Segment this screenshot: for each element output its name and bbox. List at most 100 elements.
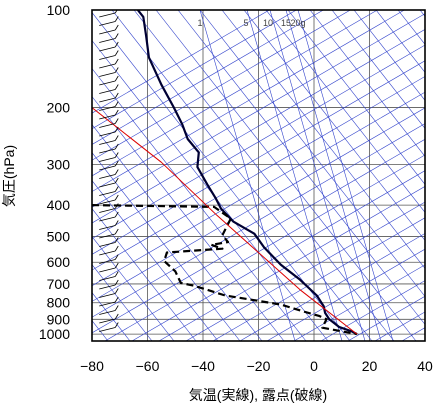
y-tick-label: 1000 [39,326,70,342]
wind-barb [99,191,116,196]
wind-barb [99,284,116,290]
wind-barb-flag [114,92,119,99]
isotherm-line [92,76,425,271]
x-tick-labels: −80 −60 −40 −20 0 20 40 [80,358,433,374]
wind-barb [99,63,116,69]
wind-barb-flag [114,58,119,65]
wind-barb [99,199,116,205]
wind-barbs [99,10,119,332]
isotherm-line [92,10,324,145]
mixing-ratio-line [297,10,394,341]
isotherm-line [92,123,425,318]
wind-barb-flag [114,211,119,218]
wind-barb [99,327,116,332]
wind-barb [99,242,116,247]
wind-barb-flag [114,109,119,116]
isotherm-line [92,107,425,302]
mixing-ratio-line [285,10,382,341]
mixing-ratio-label: 1 [197,18,202,28]
wind-barb-flag [114,169,119,175]
wind-barb [99,148,116,154]
adiabat-line [353,10,425,101]
adiabat-line [92,124,263,341]
y-tick-label: 600 [47,254,71,270]
adiabat-line [309,10,425,157]
wind-barb [99,174,116,179]
isotherm-line [266,248,425,341]
wind-barb-flag [114,160,119,167]
x-axis-label: 気温(実線), 露点(破線) [189,387,327,403]
y-tick-label: 800 [47,295,71,311]
isotherm-line [92,91,425,287]
adiabat-line [199,10,425,297]
wind-barb-flag [114,305,119,311]
adiabat-line [331,10,425,129]
wind-barb-flag [114,254,119,260]
wind-barb [99,250,116,256]
isotherm-line [239,233,425,341]
wind-barb-flag [114,322,119,328]
wind-barb-flag [114,24,119,31]
adiabat-line [92,40,329,341]
adiabat-line [92,264,153,341]
isotherm-line [429,10,435,341]
mixing-ratio-labels: 1 5 10 15 20g [197,18,305,28]
wind-barb [99,89,116,94]
isotherm-line [92,10,270,114]
wind-barb-flag [114,33,119,39]
adiabat-line [92,180,219,341]
wind-barb-flag [114,245,119,252]
plot-frame [91,9,426,342]
wind-barb-flag [114,16,119,22]
isotherm-line [104,154,425,341]
isotherm-line [92,60,425,255]
adiabat-line [265,10,425,213]
adiabat-line [92,236,175,341]
wind-barb-flag [114,152,119,158]
wind-barb-flag [114,67,119,73]
adiabat-line [111,10,373,341]
y-tick-label: 400 [47,197,71,213]
wind-barb [99,165,116,171]
wind-barb [99,29,116,35]
adiabat-line [155,10,417,341]
wind-barb-flag [114,271,119,277]
series-line-3 [92,107,358,335]
x-tick-label: −40 [191,358,215,374]
isotherm-line [92,44,425,240]
isotherm-line [185,201,425,341]
x-tick-label: 20 [362,358,378,374]
wind-barb [99,12,116,18]
wind-barb [99,318,116,324]
wind-barb-flag [114,126,119,133]
wind-barb [99,216,116,222]
wind-barb [99,97,116,103]
wind-barb [99,114,116,120]
wind-barb [99,46,116,52]
y-tick-label: 700 [47,276,71,292]
adiabat-line [92,96,285,341]
wind-barb-flag [114,186,119,192]
mixing-ratio-line [269,10,366,341]
mixing-ratio-line [199,10,296,341]
wind-barb [99,123,116,128]
isotherm-line [293,264,425,341]
wind-barb [99,267,116,273]
isotherm-line [347,295,425,341]
wind-barb-flag [114,143,119,150]
wind-barb-flag [114,237,119,243]
skewed-isotherms [92,10,435,341]
grid-layer [91,9,426,341]
wind-barb-flag [114,279,119,286]
wind-barb-flag [114,194,119,201]
isotherm-line [92,13,425,208]
adiabat-line [92,68,307,341]
x-tick-label: 0 [310,358,318,374]
wind-barb-flag [114,177,119,184]
isotherm-line [92,10,297,130]
adiabat-line [92,208,197,341]
y-tick-label: 100 [47,2,71,18]
wind-barb [99,140,116,145]
wind-barb-flag [114,101,119,107]
